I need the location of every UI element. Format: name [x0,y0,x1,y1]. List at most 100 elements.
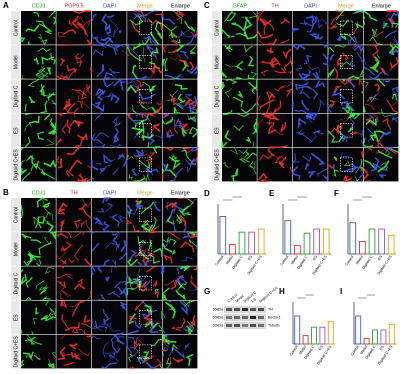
fiber [72,88,87,97]
fiber [293,165,299,171]
fiber [128,209,133,218]
fiber [377,150,393,159]
fiber [98,208,105,213]
fiber [279,156,287,165]
fiber [192,129,199,138]
fiber [377,142,385,148]
fiber [77,94,84,108]
fiber [173,119,181,127]
fiber [347,75,360,80]
blot-band [242,324,248,327]
fiber [333,156,338,162]
fiber [238,148,249,155]
fiber [108,73,118,80]
fiber [249,11,258,19]
zoom-box [340,89,353,104]
fiber [342,78,346,82]
fiber [108,68,120,75]
fiber [141,254,149,266]
fiber [83,314,91,323]
fiber [136,284,148,292]
blot-band [226,324,232,327]
fiber [143,259,153,267]
fiber [44,266,54,275]
fiber [189,61,195,71]
fiber [291,168,301,180]
column-header: DAPI [304,3,317,9]
row-label-bg [11,11,20,45]
blot-right-label: Tubulin [268,323,280,327]
bar [327,321,334,345]
fiber [366,144,374,148]
fiber [94,44,107,49]
fiber [101,362,118,370]
fiber [190,198,197,205]
zoom-box [340,123,353,138]
fiber [126,154,134,161]
fiber [382,78,391,83]
fiber [271,127,285,136]
fiber [162,342,169,351]
fiber [246,152,258,160]
fiber [340,152,350,158]
bar [302,335,309,345]
fiber [336,34,342,41]
fiber [96,265,103,273]
micrograph [91,266,127,300]
fiber [95,110,103,114]
fiber [155,11,163,18]
fiber [33,216,40,225]
fiber [288,70,292,75]
fiber [51,351,57,359]
bar [387,234,395,255]
fiber [100,36,114,44]
fiber [371,30,384,38]
fiber [20,146,24,151]
micrograph [56,266,92,300]
fiber [33,56,39,65]
column-header: Enlarge [171,190,190,196]
fiber [176,213,183,224]
fiber [91,319,98,330]
micrograph [292,45,328,79]
bar [238,231,246,255]
fiber [110,158,116,163]
fiber [25,296,33,301]
fiber [166,238,177,246]
fiber [171,154,178,161]
fiber [43,113,51,121]
fiber [39,287,48,295]
fiber [362,106,366,113]
fiber [94,217,101,225]
fiber [106,44,117,55]
row-label-bg [212,11,221,45]
fiber [112,239,120,250]
fiber [49,307,57,321]
row-label: Control [13,207,19,223]
row-label-bg [11,79,20,113]
column-header: Merge [137,190,153,196]
fiber [90,132,103,144]
row-label: Digitoid C [214,85,220,107]
fiber [235,60,244,71]
fiber [327,26,330,36]
bar [368,228,376,255]
fiber [339,61,351,68]
fiber [59,287,65,300]
fiber [367,128,375,142]
fiber [138,243,143,250]
fiber [135,84,141,91]
fiber [26,155,35,162]
fiber [138,356,145,364]
fiber [40,314,49,321]
fiber [104,92,113,98]
fiber [340,133,348,143]
fiber [57,202,68,211]
fiber [112,167,120,175]
fiber [67,102,76,114]
row-label: ES [13,314,19,321]
fiber [66,119,71,134]
fiber [20,329,23,335]
fiber [231,22,245,32]
fiber [74,53,85,60]
